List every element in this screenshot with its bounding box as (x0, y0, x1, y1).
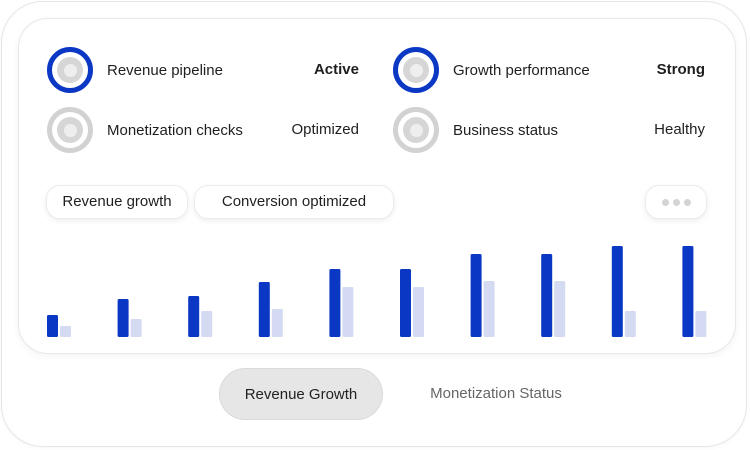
bar-secondary-2 (130, 319, 142, 337)
tab-revenue-growth[interactable]: Revenue Growth (219, 368, 383, 420)
bar-secondary-7 (483, 281, 495, 337)
bar-secondary-9 (624, 311, 636, 337)
bar-primary-7 (470, 254, 482, 337)
bar-secondary-4 (271, 309, 283, 337)
bar-secondary-5 (342, 287, 354, 337)
status-value: Active (313, 61, 359, 78)
status-item-revenue-pipeline: Revenue pipeline (47, 47, 223, 93)
status-item-business-status: Business status (393, 107, 558, 153)
bar-primary-9 (611, 246, 623, 337)
bar-secondary-3 (201, 311, 213, 337)
status-ring-icon (393, 107, 439, 153)
bar-primary-4 (258, 282, 270, 337)
bar-primary-5 (329, 269, 341, 337)
status-value: Strong (656, 61, 705, 78)
chip-conversion-optimized[interactable]: Conversion optimized (194, 185, 394, 219)
bar-secondary-6 (413, 287, 424, 337)
bar-primary-3 (188, 296, 200, 337)
status-ring-icon (47, 47, 93, 93)
status-ring-icon (47, 107, 93, 153)
bar-secondary-8 (554, 281, 566, 337)
status-value: Optimized (291, 121, 359, 138)
bar-primary-2 (117, 299, 129, 337)
chip-revenue-growth[interactable]: Revenue growth (46, 185, 188, 219)
status-item-growth-performance: Growth performance (393, 47, 590, 93)
bar-primary-10 (682, 246, 694, 337)
status-panel: Revenue pipeline Active Growth performan… (18, 18, 736, 354)
bar-secondary-1 (60, 326, 71, 337)
status-label: Monetization checks (107, 121, 243, 139)
bar-primary-8 (541, 254, 553, 337)
bar-chart (47, 246, 707, 337)
status-value: Healthy (654, 121, 705, 138)
status-ring-icon (393, 47, 439, 93)
status-label: Growth performance (453, 61, 590, 79)
bar-primary-6 (400, 269, 411, 337)
status-label: Revenue pipeline (107, 61, 223, 79)
tab-monetization-status[interactable]: Monetization Status (430, 385, 562, 402)
bar-primary-1 (47, 315, 58, 337)
status-label: Business status (453, 121, 559, 139)
more-dots-icon[interactable] (645, 185, 707, 219)
status-item-monetization-checks: Monetization checks (47, 107, 243, 153)
bar-secondary-10 (695, 311, 707, 337)
